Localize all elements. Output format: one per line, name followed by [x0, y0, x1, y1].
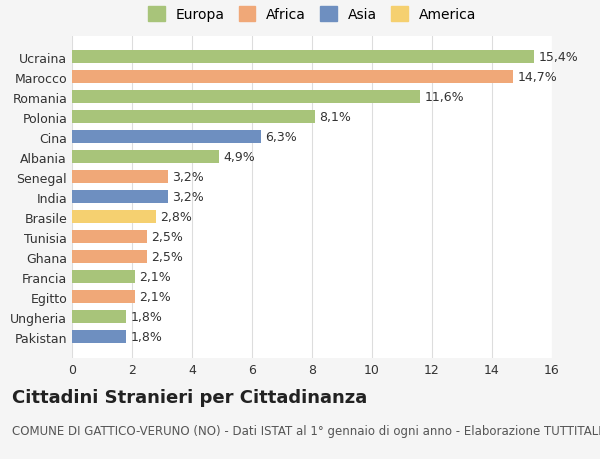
Bar	[72, 291, 135, 303]
Text: 11,6%: 11,6%	[425, 91, 464, 104]
Text: 3,2%: 3,2%	[173, 191, 204, 204]
Text: 2,1%: 2,1%	[139, 291, 171, 303]
Text: 3,2%: 3,2%	[173, 171, 204, 184]
Text: 2,5%: 2,5%	[151, 251, 184, 263]
Text: 6,3%: 6,3%	[265, 131, 297, 144]
Bar	[72, 311, 126, 324]
Bar	[72, 191, 168, 204]
Text: 1,8%: 1,8%	[131, 330, 163, 343]
Bar	[72, 71, 513, 84]
Bar	[72, 330, 126, 343]
Bar	[72, 231, 147, 244]
Bar	[72, 171, 168, 184]
Text: 8,1%: 8,1%	[320, 111, 352, 124]
Bar	[72, 251, 147, 263]
Text: 2,1%: 2,1%	[139, 271, 171, 284]
Text: COMUNE DI GATTICO-VERUNO (NO) - Dati ISTAT al 1° gennaio di ogni anno - Elaboraz: COMUNE DI GATTICO-VERUNO (NO) - Dati IST…	[12, 425, 600, 437]
Bar	[72, 91, 420, 104]
Bar	[72, 131, 261, 144]
Text: 4,9%: 4,9%	[224, 151, 255, 164]
Text: 1,8%: 1,8%	[131, 310, 163, 324]
Bar	[72, 111, 315, 124]
Bar	[72, 211, 156, 224]
Text: 2,5%: 2,5%	[151, 231, 184, 244]
Bar	[72, 51, 534, 64]
Text: 2,8%: 2,8%	[161, 211, 193, 224]
Bar	[72, 151, 219, 164]
Legend: Europa, Africa, Asia, America: Europa, Africa, Asia, America	[142, 2, 482, 28]
Text: Cittadini Stranieri per Cittadinanza: Cittadini Stranieri per Cittadinanza	[12, 388, 367, 406]
Bar	[72, 271, 135, 284]
Text: 14,7%: 14,7%	[517, 71, 557, 84]
Text: 15,4%: 15,4%	[539, 51, 578, 64]
